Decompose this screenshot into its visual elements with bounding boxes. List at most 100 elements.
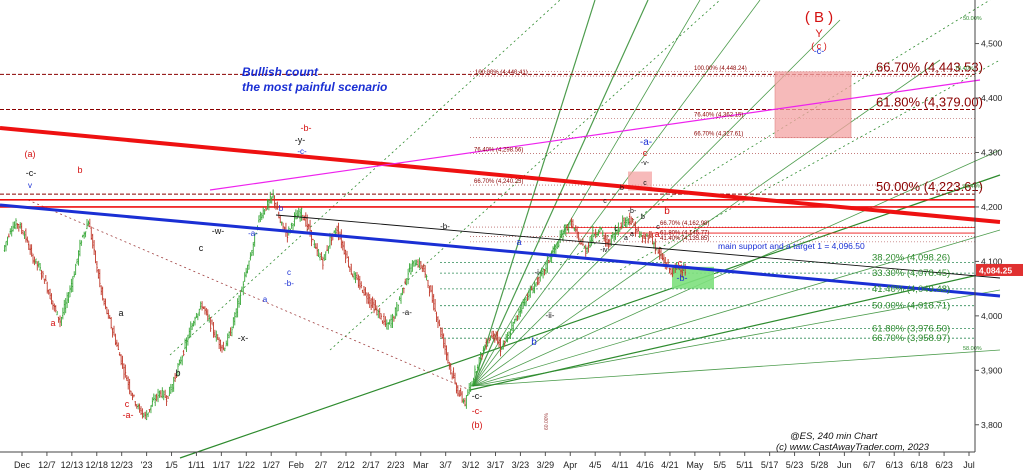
x-tick-label: 6/18: [910, 460, 928, 470]
x-tick-label: May: [686, 460, 704, 470]
fib-support-label: 50.00% (4,018.71): [872, 301, 950, 312]
x-tick-label: 3/12: [462, 460, 480, 470]
fib-level-label: 50.00% (4,223.61): [876, 179, 983, 194]
fib-minor-label: 66.70% (4,240.25): [474, 179, 523, 185]
x-tick-label: 1/11: [188, 460, 205, 470]
y-tick-label: 4,500: [981, 39, 1003, 49]
wave-label: -b-: [284, 279, 294, 288]
pct-label: 60.00%: [544, 412, 550, 430]
x-tick-label: 4/11: [612, 460, 629, 470]
x-tick-label: 12/18: [85, 460, 108, 470]
wave-label: -b-: [628, 208, 637, 215]
fan-line: [472, 149, 1001, 387]
x-tick-label: 6/7: [863, 460, 876, 470]
dotted-red-diagonal: [27, 199, 471, 391]
wave-label: Y: [815, 28, 823, 40]
y-tick-label: 4,300: [981, 147, 1003, 157]
fan-line: [472, 0, 596, 387]
wave-label: -c-: [26, 168, 37, 178]
wave-label: c: [199, 243, 204, 253]
support-annotation: main support and a target 1 = 4,096.50: [718, 241, 865, 251]
wave-label: a: [50, 318, 55, 328]
fib-minor-label: 66.70% (4,327.61): [694, 131, 743, 137]
wave-label: b: [175, 368, 180, 378]
wave-label: ( B ): [805, 9, 833, 26]
wave-label: c: [643, 148, 648, 158]
x-tick-label: 2/23: [387, 460, 405, 470]
wave-label: a: [654, 229, 659, 239]
wave-label: -v-: [641, 160, 650, 167]
fib-minor-label: 100.00% (4,440.41): [475, 70, 528, 76]
wave-label: (a): [25, 149, 36, 159]
x-tick-label: 12/13: [61, 460, 84, 470]
y-tick-label: 4,000: [981, 311, 1003, 321]
wave-label: -c-: [297, 147, 307, 156]
x-tick-label: Jun: [837, 460, 852, 470]
wave-label: -x-: [238, 333, 249, 343]
magenta-trend-line: [209, 79, 981, 191]
wave-label: -a-: [640, 137, 652, 148]
target-resistance-box: [774, 71, 852, 139]
fib-minor-label: 76.40% (4,362.15): [694, 113, 743, 119]
fib-support-label: 33.30% (4,078.45): [872, 268, 950, 279]
price-bars: [3, 189, 686, 421]
fib-levels: [0, 71, 975, 339]
fib-level-label: 66.70% (4,443.53): [876, 59, 983, 74]
wave-label: a: [624, 235, 628, 242]
pct-label: 78.40%: [955, 66, 974, 72]
x-tick-label: 4/16: [636, 460, 654, 470]
wave-label: c: [643, 180, 647, 187]
black-trend-line: [275, 214, 1001, 279]
y-tick-label: 4,400: [981, 93, 1003, 103]
x-tick-label: 12/23: [110, 460, 133, 470]
fib-minor-label: 100.00% (4,448.24): [694, 66, 747, 72]
x-tick-label: 5/28: [811, 460, 829, 470]
red-downtrend-line: [0, 126, 1001, 224]
pct-label: 50.00%: [963, 16, 982, 22]
wave-label: a: [630, 231, 634, 238]
wave-label: b: [77, 165, 82, 175]
blue-downtrend-line: [0, 203, 1001, 298]
wave-label: b: [531, 337, 537, 348]
fan-line: [472, 349, 1001, 387]
wave-label: -iv-: [600, 247, 610, 254]
fan-line: [472, 59, 941, 387]
wave-label: a: [516, 237, 521, 247]
x-tick-label: '23: [141, 460, 153, 470]
wave-label: -i-: [534, 268, 541, 277]
wave-label: c: [656, 224, 660, 231]
wave-label: -b-: [677, 273, 688, 283]
wave-label: -y-: [295, 135, 306, 145]
fib-level-label: 61.80% (4,379.00): [876, 94, 983, 109]
x-tick-label: 1/17: [213, 460, 231, 470]
x-tick-label: 12/7: [38, 460, 56, 470]
fib-support-label: 61.80% (3,976.50): [872, 324, 950, 335]
wave-label: -w-: [212, 226, 225, 236]
x-tick-label: 1/22: [238, 460, 256, 470]
chart-label: @ES, 240 min Chart: [790, 431, 878, 442]
pct-label: 85.40%: [963, 184, 982, 190]
wave-label: -c-: [472, 406, 483, 416]
wave-label: -c-: [472, 391, 483, 401]
scenario-title: Bullish count: [242, 65, 319, 79]
x-tick-label: 1/27: [262, 460, 280, 470]
wave-label: v: [28, 181, 32, 190]
x-tick-label: 3/7: [439, 460, 452, 470]
x-tick-label: 6/13: [885, 460, 903, 470]
x-tick-label: 5/23: [786, 460, 804, 470]
x-tick-label: Mar: [413, 460, 429, 470]
x-tick-label: Feb: [288, 460, 304, 470]
wave-label: b: [664, 206, 670, 217]
wave-label: c: [125, 399, 130, 409]
wave-label: -a-: [248, 229, 258, 238]
fib-minor-label: 66.70% (4,162.98): [660, 221, 709, 227]
y-tick-label: 3,800: [981, 420, 1003, 430]
fib-support-label: 38.20% (4,098.26): [872, 252, 950, 263]
x-tick-label: 4/5: [589, 460, 602, 470]
wave-label: -a-: [402, 308, 412, 317]
wave-label: a: [263, 295, 268, 304]
x-tick-label: 4/21: [661, 460, 679, 470]
fib-minor-label: 61.80% (4,145.77): [660, 230, 709, 236]
wave-label: c: [614, 226, 618, 233]
x-tick-label: Apr: [563, 460, 577, 470]
